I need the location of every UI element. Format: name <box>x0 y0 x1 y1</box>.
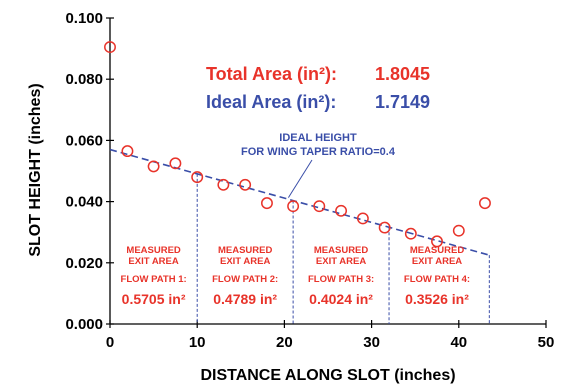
measured-point <box>121 145 134 158</box>
flow-path-line-2: EXIT AREA <box>128 256 178 267</box>
measured-point <box>104 41 116 54</box>
y-tick-label: 0.040 <box>65 194 103 211</box>
flow-path-line-2: EXIT AREA <box>412 256 462 267</box>
ideal-note-line-1: IDEAL HEIGHT <box>279 132 357 144</box>
measured-point <box>239 178 252 191</box>
y-tick-label: 0.080 <box>65 71 103 88</box>
ideal-height-note: IDEAL HEIGHT FOR WING TAPER RATIO=0.4 <box>241 132 396 158</box>
total-area-label: Total Area (in²): <box>206 64 337 84</box>
flow-path-line-3: FLOW PATH 2: <box>212 274 278 285</box>
measured-point <box>169 157 182 170</box>
flow-path-line-1: MEASURED <box>126 245 181 256</box>
y-tick-label: 0.000 <box>65 316 103 333</box>
plot-area: 0.000 0.020 0.040 0.060 0.080 0.100 0 10 20 30 40 5… <box>65 10 554 351</box>
x-tick-label: 40 <box>450 334 467 351</box>
total-area-value: 1.8045 <box>375 64 430 84</box>
ideal-area-label: Ideal Area (in²): <box>206 92 336 112</box>
flow-path-value: 0.4789 in² <box>213 291 277 307</box>
x-tick-label: 30 <box>363 334 380 351</box>
measured-point <box>335 204 348 217</box>
flow-path-line-1: MEASURED <box>314 245 369 256</box>
measured-point <box>287 200 300 213</box>
flow-path-line-1: MEASURED <box>218 245 273 256</box>
y-axis-title: SLOT HEIGHT (inches) <box>27 83 44 256</box>
flow-path-line-2: EXIT AREA <box>316 256 366 267</box>
flow-path-line-3: FLOW PATH 1: <box>121 274 187 285</box>
measured-point <box>356 212 369 225</box>
x-axis-title: DISTANCE ALONG SLOT (inches) <box>200 367 455 384</box>
x-tick-label: 10 <box>189 334 206 351</box>
measured-point <box>147 160 160 173</box>
flow-path-line-3: FLOW PATH 3: <box>308 274 374 285</box>
x-tick-label: 0 <box>106 334 114 351</box>
y-tick-label: 0.100 <box>65 10 103 27</box>
x-tick-label: 50 <box>538 334 555 351</box>
area-totals: Total Area (in²): 1.8045 Ideal Area (in²… <box>206 64 430 112</box>
measured-point <box>479 197 491 210</box>
y-tick-label: 0.020 <box>65 255 103 272</box>
flow-path-line-2: EXIT AREA <box>220 256 270 267</box>
measured-point <box>378 221 391 234</box>
ideal-note-pointer <box>287 159 313 198</box>
flow-path-line-3: FLOW PATH 4: <box>404 274 470 285</box>
x-tick-label: 20 <box>276 334 293 351</box>
flow-path-value: 0.5705 in² <box>122 291 186 307</box>
flow-path-value: 0.4024 in² <box>309 291 373 307</box>
measured-point <box>191 171 204 184</box>
y-tick-label: 0.060 <box>65 132 103 149</box>
ideal-area-value: 1.7149 <box>375 92 430 112</box>
measured-point <box>452 224 465 237</box>
measured-point <box>261 197 273 210</box>
measured-point <box>217 178 230 191</box>
measured-point <box>404 227 417 240</box>
measured-point <box>431 235 443 248</box>
flow-path-value: 0.3526 in² <box>405 291 469 307</box>
ideal-note-line-2: FOR WING TAPER RATIO=0.4 <box>241 146 396 158</box>
flow-path-line-1: MEASURED <box>410 245 465 256</box>
measured-point <box>313 200 326 213</box>
